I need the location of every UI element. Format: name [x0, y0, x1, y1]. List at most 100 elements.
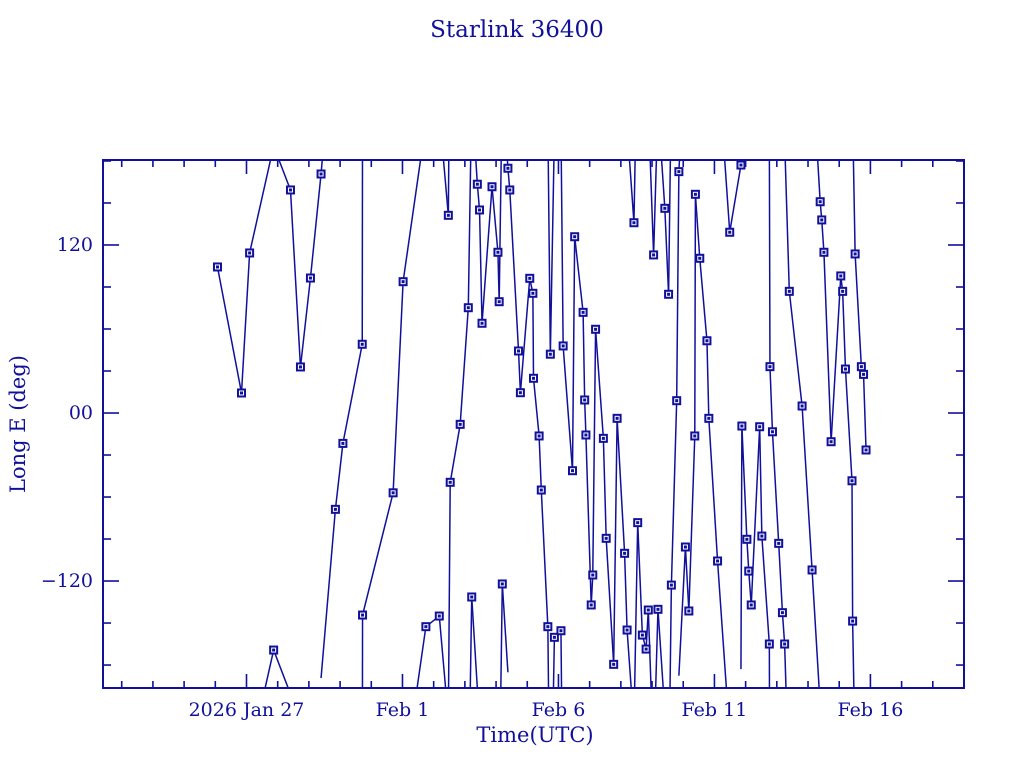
- series-segment: [862, 374, 867, 450]
- series-segment: [633, 522, 639, 688]
- series-segment: [816, 160, 821, 202]
- data-point-dot: [636, 521, 640, 525]
- series-segment: [788, 291, 803, 407]
- series-segment: [519, 278, 531, 393]
- series-segment: [852, 160, 856, 254]
- x-tick-label: 2026 Jan 27: [189, 699, 305, 721]
- series-segment: [449, 424, 461, 483]
- series-segment: [670, 400, 678, 586]
- series-segment: [667, 160, 672, 295]
- data-point-dot: [240, 391, 244, 395]
- y-tick-label: 120: [57, 234, 93, 256]
- series-segment: [264, 649, 275, 688]
- series-segment: [769, 366, 774, 432]
- data-point-dot: [859, 365, 863, 369]
- series-segment: [549, 160, 555, 355]
- series-segment: [582, 312, 586, 401]
- data-point-dot: [496, 250, 500, 254]
- series-segment: [694, 194, 701, 259]
- series-segment: [289, 189, 302, 367]
- series-segment: [649, 160, 655, 255]
- data-point-dot: [768, 365, 772, 369]
- data-point-dot: [780, 611, 784, 615]
- series-segment: [491, 186, 499, 253]
- series-segment: [784, 160, 791, 292]
- series-segment: [392, 281, 404, 493]
- series-segment: [538, 435, 543, 491]
- data-point-dot: [532, 376, 535, 380]
- series-segment: [272, 649, 289, 688]
- data-point-dot: [770, 430, 774, 434]
- data-point-dot: [506, 166, 510, 170]
- data-point-dot: [705, 339, 709, 343]
- series-segment: [616, 418, 626, 554]
- series-segment: [532, 293, 535, 379]
- data-point-dot: [716, 559, 720, 563]
- data-point-dot: [424, 625, 428, 629]
- series-segment: [811, 569, 820, 688]
- data-point-dot: [480, 321, 484, 325]
- data-point-dot: [559, 629, 563, 633]
- series-segment: [583, 399, 587, 436]
- data-point-dot: [401, 280, 405, 284]
- series-segment: [740, 426, 743, 670]
- plot-frame: [102, 159, 965, 689]
- series-segment: [547, 626, 550, 688]
- data-point-dot: [625, 628, 629, 632]
- x-axis-title: Time(UTC): [476, 723, 593, 747]
- data-point-dot: [820, 218, 824, 222]
- series-segment: [552, 637, 556, 688]
- series-segment: [647, 609, 652, 688]
- series-segment: [594, 329, 605, 439]
- series-segment: [750, 426, 761, 606]
- data-point-dot: [728, 230, 732, 234]
- data-point-dot: [843, 367, 847, 371]
- series-segment: [612, 418, 618, 665]
- series-segment: [623, 553, 628, 631]
- data-point-dot: [739, 163, 743, 167]
- data-point-dot: [360, 342, 364, 346]
- series-segment: [771, 431, 780, 544]
- x-tick-label: Feb 11: [682, 699, 748, 721]
- series-segment: [592, 329, 597, 576]
- data-point-dot: [288, 188, 292, 192]
- data-point-dot: [272, 648, 276, 652]
- series-segment: [820, 219, 825, 253]
- data-point-dot: [850, 479, 854, 483]
- data-point-dot: [248, 251, 252, 255]
- data-point-dot: [508, 188, 512, 192]
- data-point-dot: [693, 434, 697, 438]
- series-segment: [657, 609, 664, 688]
- data-point-dot: [818, 200, 822, 204]
- data-point-dot: [589, 603, 593, 607]
- data-point-dot: [632, 221, 636, 225]
- data-point-dot: [656, 607, 660, 611]
- series-segment: [416, 626, 427, 688]
- series-segment: [442, 160, 450, 216]
- data-point-dot: [623, 551, 627, 555]
- series-segment: [481, 186, 493, 324]
- data-point-dot: [663, 206, 667, 210]
- series-segment: [678, 546, 687, 676]
- data-point-dot: [319, 172, 323, 176]
- series-segment: [342, 344, 363, 444]
- series-segment: [777, 543, 784, 613]
- data-point-dot: [749, 603, 753, 607]
- data-point-dot: [810, 568, 814, 572]
- series-segment: [706, 340, 710, 419]
- data-point-dot: [458, 422, 462, 426]
- series-segment: [664, 208, 670, 295]
- data-point-dot: [864, 448, 868, 452]
- data-point-dot: [760, 534, 764, 538]
- series-segment: [844, 368, 853, 481]
- data-point-dot: [548, 352, 552, 356]
- series-segment: [299, 277, 312, 368]
- x-tick-label: Feb 1: [376, 699, 430, 721]
- data-point-dot: [693, 192, 697, 196]
- series-segment: [699, 258, 708, 341]
- data-point-dot: [787, 289, 791, 293]
- series-segment: [498, 160, 502, 302]
- chart-title: Starlink 36400: [430, 17, 604, 43]
